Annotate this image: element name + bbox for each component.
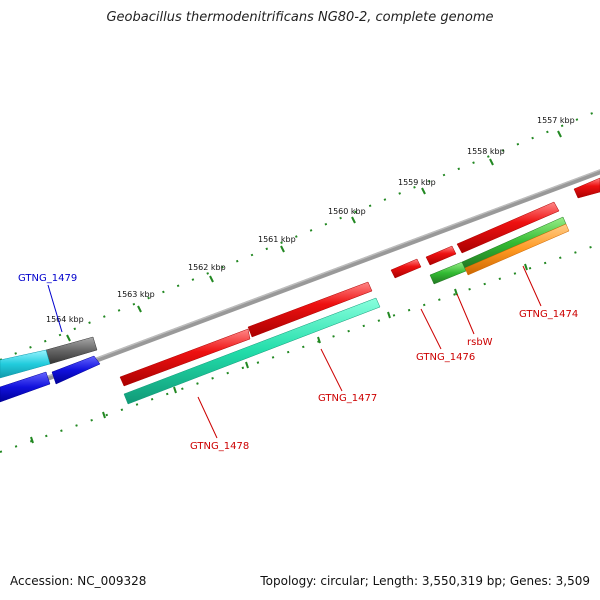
ruler-label: 1560 kbp xyxy=(328,207,366,216)
ruler-label: 1559 kbp xyxy=(398,178,436,187)
leader-gtng-1477 xyxy=(320,348,343,392)
gene-label-gtng-1479[interactable]: GTNG_1479 xyxy=(18,273,77,284)
ruler-label: 1561 kbp xyxy=(258,235,296,244)
ruler-labels: 1557 kbp 1558 kbp 1559 kbp 1560 kbp 1561… xyxy=(46,116,575,324)
inner-ruler xyxy=(0,243,600,453)
gene-gtng-1476-feature[interactable] xyxy=(390,258,422,279)
gene-label-gtng-1474[interactable]: GTNG_1474 xyxy=(519,309,578,320)
genome-backbone-highlight xyxy=(0,169,600,395)
gene-gtng-1474-feature[interactable] xyxy=(464,223,570,276)
ruler-label: 1557 kbp xyxy=(537,116,575,125)
leader-gtng-1474 xyxy=(522,265,542,307)
gene-edge-feature[interactable] xyxy=(573,177,600,199)
gene-label-gtng-1478[interactable]: GTNG_1478 xyxy=(190,441,249,452)
leader-gtng-1479 xyxy=(47,284,63,333)
genome-summary-text: Topology: circular; Length: 3,550,319 bp… xyxy=(260,574,590,588)
gene-gtng-1477-reverse-feature[interactable] xyxy=(123,297,381,405)
gene-gtng-1478-feature[interactable] xyxy=(119,328,251,387)
label-leaders xyxy=(47,265,542,439)
gene-label-gtng-1477[interactable]: GTNG_1477 xyxy=(318,393,377,404)
gene-label-rsbw[interactable]: rsbW xyxy=(467,337,493,348)
gene-blue-feature[interactable] xyxy=(0,371,51,403)
left-genes xyxy=(0,336,101,403)
leader-gtng-1476 xyxy=(420,308,442,350)
gene-rsbw-reverse-feature[interactable] xyxy=(429,261,467,285)
gene-labels: GTNG_1479 GTNG_1474 rsbW GTNG_1476 GTNG_… xyxy=(18,273,578,452)
forward-genes xyxy=(119,177,600,387)
leader-rsbw xyxy=(456,293,475,335)
gene-gtng-1477-feature[interactable] xyxy=(247,281,373,338)
accession-text: Accession: NC_009328 xyxy=(10,574,147,588)
gene-label-gtng-1476[interactable]: GTNG_1476 xyxy=(416,352,475,363)
gene-cyan-feature[interactable] xyxy=(0,349,51,379)
map-title: Geobacillus thermodenitrificans NG80-2, … xyxy=(106,10,494,25)
outer-ruler-dots xyxy=(0,109,600,361)
ruler-label: 1562 kbp xyxy=(188,263,226,272)
outer-ruler-major-ticks xyxy=(66,130,562,342)
ruler-label: 1564 kbp xyxy=(46,315,84,324)
reverse-genes xyxy=(123,216,570,405)
ruler-label: 1563 kbp xyxy=(117,290,155,299)
gene-gtng-1474-forward-feature[interactable] xyxy=(456,201,560,254)
inner-ruler-dots xyxy=(0,243,600,453)
ruler-label: 1558 kbp xyxy=(467,147,505,156)
outer-ruler xyxy=(0,109,600,361)
inner-ruler-major-ticks xyxy=(30,263,528,444)
leader-gtng-1478 xyxy=(197,396,218,439)
gene-gtng-1479-feature[interactable] xyxy=(51,355,101,385)
gene-rsbw-feature[interactable] xyxy=(425,245,457,266)
